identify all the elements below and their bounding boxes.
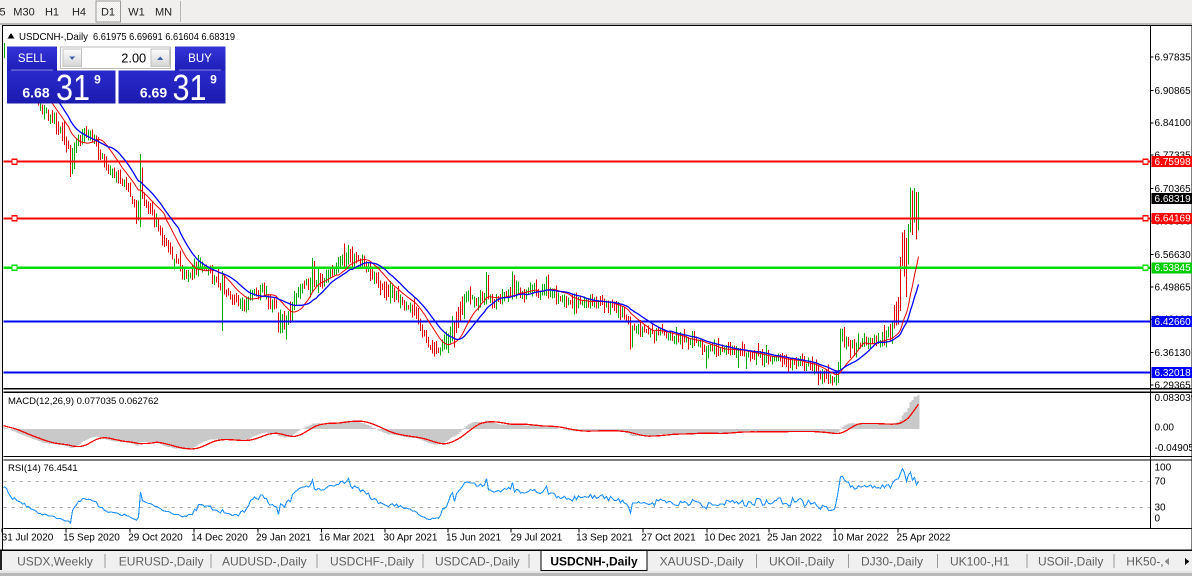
svg-text:MN: MN — [155, 7, 172, 19]
svg-text:9: 9 — [94, 73, 101, 87]
svg-text:6.32018: 6.32018 — [1155, 368, 1192, 379]
svg-text:9: 9 — [210, 73, 217, 87]
svg-text:13 Sep 2021: 13 Sep 2021 — [576, 533, 633, 544]
svg-text:0.00: 0.00 — [1155, 422, 1175, 433]
svg-text:29 Oct 2020: 29 Oct 2020 — [128, 533, 183, 544]
svg-text:25 Apr 2022: 25 Apr 2022 — [897, 533, 951, 544]
svg-text:25 Jan 2022: 25 Jan 2022 — [767, 533, 822, 544]
svg-text:RSI(14) 76.4541: RSI(14) 76.4541 — [8, 463, 78, 474]
svg-text:6.68: 6.68 — [22, 85, 49, 101]
svg-text:M30: M30 — [13, 7, 34, 19]
svg-text:UKOil-,Daily: UKOil-,Daily — [769, 555, 834, 569]
svg-text:6.64169: 6.64169 — [1155, 214, 1192, 225]
svg-text:31 Jul 2020: 31 Jul 2020 — [2, 533, 54, 544]
svg-text:-0.049054: -0.049054 — [1155, 443, 1192, 454]
svg-text:31: 31 — [56, 67, 90, 108]
svg-text:14 Dec 2020: 14 Dec 2020 — [191, 533, 248, 544]
svg-text:30: 30 — [1155, 503, 1167, 514]
svg-text:29 Jul 2021: 29 Jul 2021 — [511, 533, 563, 544]
svg-text:6.97835: 6.97835 — [1155, 52, 1192, 63]
svg-text:UK100-,H1: UK100-,H1 — [950, 555, 1010, 569]
svg-text:0.083039: 0.083039 — [1155, 393, 1192, 404]
svg-text:AUDUSD-,Daily: AUDUSD-,Daily — [222, 555, 307, 569]
svg-text:10 Dec 2021: 10 Dec 2021 — [704, 533, 761, 544]
svg-text:USOil-,Daily: USOil-,Daily — [1038, 555, 1103, 569]
svg-text:DJ30-,Daily: DJ30-,Daily — [861, 555, 923, 569]
svg-text:6.75998: 6.75998 — [1155, 157, 1192, 168]
svg-text:31: 31 — [173, 67, 207, 108]
svg-text:0: 0 — [1155, 513, 1161, 524]
svg-text:70: 70 — [1155, 477, 1167, 488]
svg-text:5: 5 — [0, 7, 6, 19]
svg-text:6.29365: 6.29365 — [1155, 381, 1192, 392]
svg-text:USDCAD-,Daily: USDCAD-,Daily — [435, 555, 520, 569]
svg-text:6.61975 6.69691 6.61604 6.6831: 6.61975 6.69691 6.61604 6.68319 — [93, 32, 235, 43]
svg-text:USDX,Weekly: USDX,Weekly — [17, 555, 93, 569]
svg-text:29 Jan 2021: 29 Jan 2021 — [256, 533, 311, 544]
svg-text:EURUSD-,Daily: EURUSD-,Daily — [119, 555, 204, 569]
svg-text:10 Mar 2022: 10 Mar 2022 — [832, 533, 889, 544]
svg-text:6.90865: 6.90865 — [1155, 86, 1192, 97]
svg-text:6.36130: 6.36130 — [1155, 348, 1192, 359]
svg-text:6.56630: 6.56630 — [1155, 250, 1192, 261]
svg-text:USDCNH-,Daily: USDCNH-,Daily — [550, 555, 638, 569]
svg-text:D1: D1 — [101, 7, 115, 19]
svg-text:USDCNH-,Daily: USDCNH-,Daily — [19, 32, 89, 43]
svg-text:H1: H1 — [45, 7, 59, 19]
svg-text:2.00: 2.00 — [121, 50, 146, 65]
svg-text:27 Oct 2021: 27 Oct 2021 — [641, 533, 696, 544]
svg-text:XAUUSD-,Daily: XAUUSD-,Daily — [660, 555, 744, 569]
svg-text:6.53845: 6.53845 — [1155, 263, 1192, 274]
svg-text:BUY: BUY — [188, 53, 212, 65]
svg-text:SELL: SELL — [18, 53, 47, 65]
svg-text:6.69: 6.69 — [140, 85, 167, 101]
svg-text:6.70365: 6.70365 — [1155, 184, 1192, 195]
svg-text:15 Jun 2021: 15 Jun 2021 — [446, 533, 501, 544]
svg-text:MACD(12,26,9) 0.077035 0.06276: MACD(12,26,9) 0.077035 0.062762 — [8, 396, 159, 407]
svg-text:USDCHF-,Daily: USDCHF-,Daily — [330, 555, 414, 569]
svg-text:6.84100: 6.84100 — [1155, 118, 1192, 129]
svg-text:6.68319: 6.68319 — [1155, 194, 1192, 205]
svg-text:6.49865: 6.49865 — [1155, 282, 1192, 293]
svg-text:100: 100 — [1155, 463, 1172, 474]
svg-text:HK50-,: HK50-, — [1126, 555, 1163, 569]
svg-text:30 Apr 2021: 30 Apr 2021 — [384, 533, 438, 544]
svg-text:6.42660: 6.42660 — [1155, 317, 1192, 328]
svg-text:H4: H4 — [72, 7, 86, 19]
svg-text:16 Mar 2021: 16 Mar 2021 — [319, 533, 376, 544]
svg-text:15 Sep 2020: 15 Sep 2020 — [63, 533, 120, 544]
svg-text:W1: W1 — [128, 7, 145, 19]
